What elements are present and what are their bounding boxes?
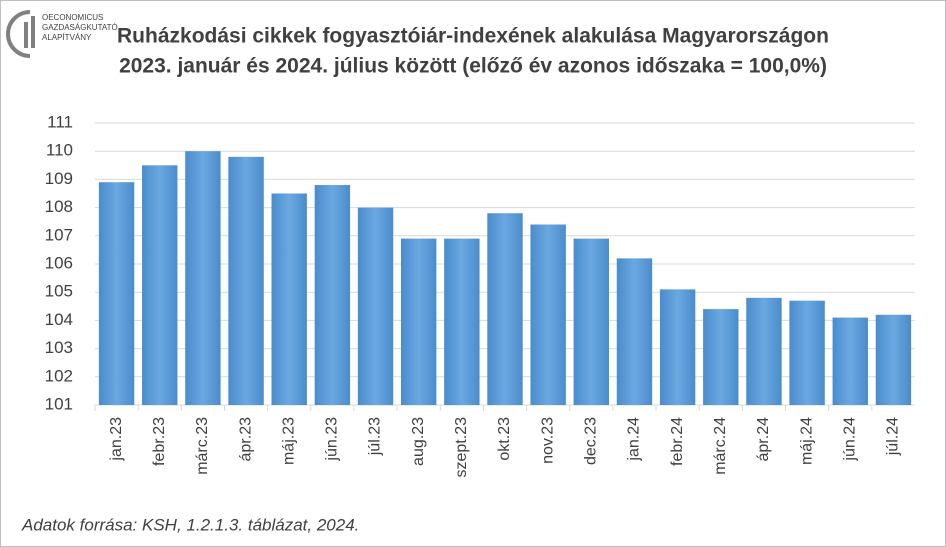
- bar: [228, 156, 264, 405]
- bar: [616, 258, 653, 405]
- x-tick-label: nov.23: [539, 417, 556, 464]
- bar: [530, 224, 566, 405]
- y-tick-label: 105: [45, 282, 73, 301]
- source-note: Adatok forrása: KSH, 1.2.1.3. táblázat, …: [21, 515, 359, 534]
- x-tick-label: febr.24: [669, 417, 686, 466]
- bar: [832, 317, 868, 405]
- bar: [746, 297, 782, 405]
- bar: [314, 185, 351, 405]
- x-tick-label: ápr.24: [755, 417, 772, 462]
- x-tick-label: szept.23: [453, 417, 470, 478]
- y-tick-label: 106: [45, 253, 73, 272]
- bar: [487, 213, 523, 405]
- bar: [875, 314, 912, 405]
- logo-text: OECONOMICUS: [42, 13, 103, 22]
- x-tick-label: jún.24: [841, 417, 858, 462]
- logo: OECONOMICUS GAZDASÁGKUTATÓ ALAPÍTVÁNY: [6, 10, 118, 58]
- bar: [789, 300, 825, 405]
- chart-title: Ruházkodási cikkek fogyasztóiár-indexéne…: [117, 25, 829, 48]
- bar: [357, 207, 394, 405]
- x-tick-label: dec.23: [583, 417, 600, 465]
- y-tick-label: 107: [45, 225, 73, 244]
- y-tick-label: 101: [45, 394, 73, 413]
- bar: [573, 238, 610, 405]
- x-tick-label: okt.23: [496, 417, 513, 461]
- x-tick-label: júl.23: [367, 417, 384, 456]
- bar: [444, 238, 480, 405]
- logo-text: GAZDASÁGKUTATÓ: [42, 23, 118, 32]
- chart-title: 2023. január és 2024. július között (elő…: [119, 55, 827, 78]
- y-tick-label: 103: [45, 338, 73, 357]
- y-tick-label: 104: [45, 310, 73, 329]
- bar: [703, 309, 739, 405]
- y-tick-label: 111: [47, 112, 73, 131]
- x-tick-label: febr.23: [151, 417, 168, 466]
- x-tick-label: máj.23: [280, 417, 297, 465]
- bar: [98, 182, 135, 405]
- bar: [400, 238, 437, 405]
- x-tick-label: júl.24: [885, 417, 902, 456]
- x-tick-label: márc.24: [712, 417, 729, 475]
- logo-text: ALAPÍTVÁNY: [42, 33, 92, 42]
- x-tick-label: márc.23: [194, 417, 211, 475]
- y-tick-label: 102: [45, 366, 73, 385]
- x-tick-label: jún.23: [324, 417, 341, 462]
- y-tick-label: 109: [45, 169, 73, 188]
- bar: [185, 151, 221, 405]
- x-tick-label: máj.24: [798, 417, 815, 465]
- bar: [142, 165, 178, 405]
- y-tick-label: 110: [46, 141, 73, 160]
- x-tick-label: aug.23: [410, 417, 427, 466]
- x-tick-label: ápr.23: [237, 417, 254, 462]
- bar: [271, 193, 307, 405]
- x-tick-label: jan.24: [626, 417, 643, 462]
- y-tick-label: 108: [45, 197, 73, 216]
- x-tick-label: jan.23: [108, 417, 125, 462]
- bar: [659, 289, 696, 405]
